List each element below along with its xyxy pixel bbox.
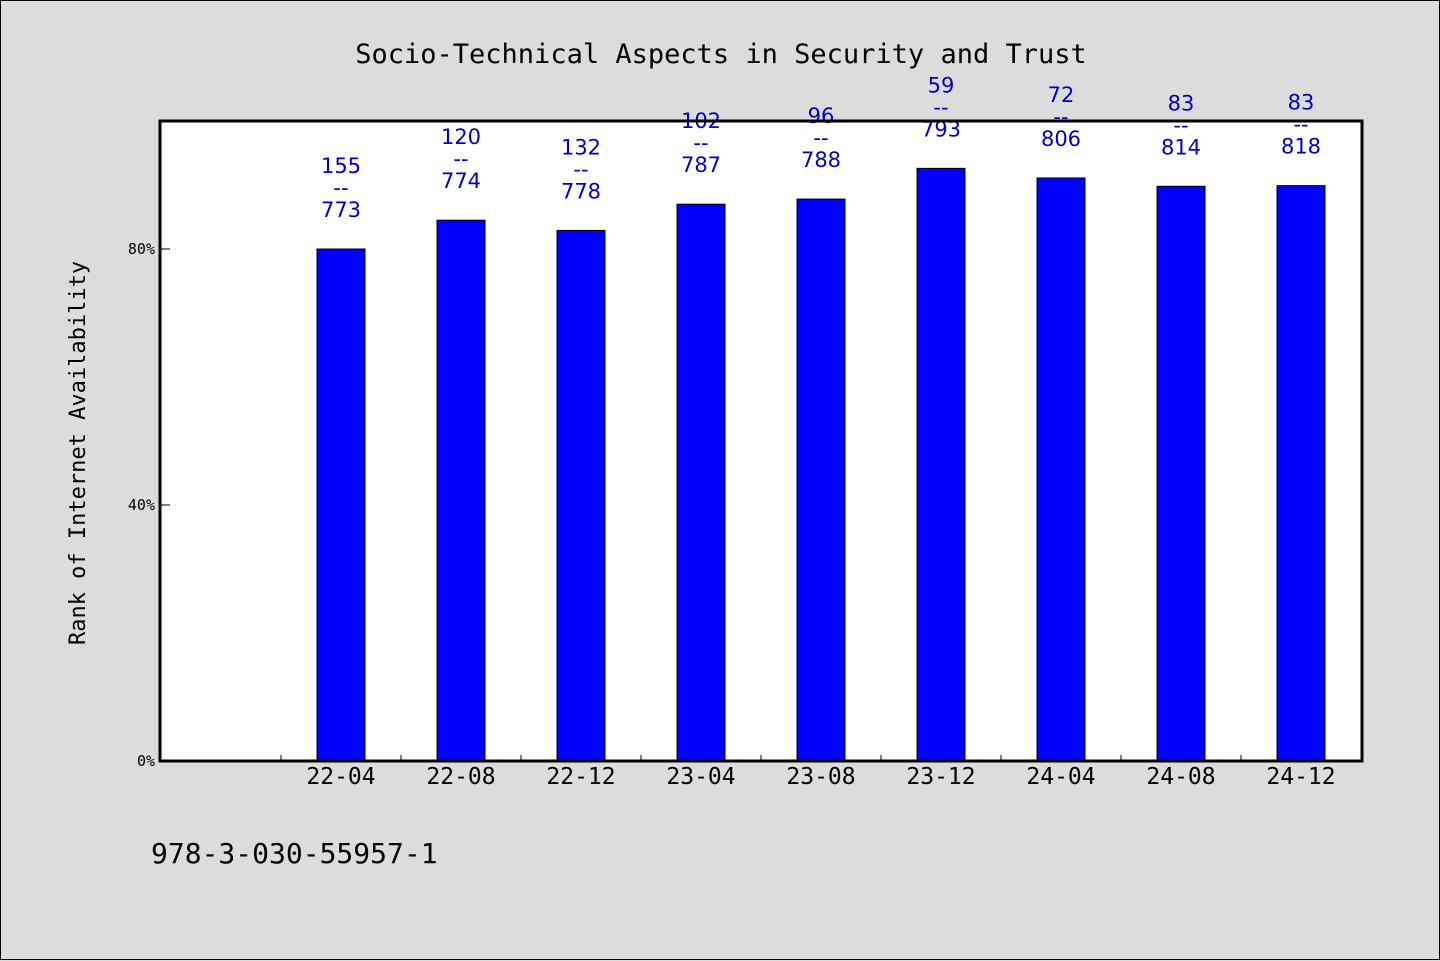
x-tick-label: 24-04 <box>1026 764 1095 790</box>
data-label-22-04: -- <box>333 176 348 200</box>
x-tick-label: 23-04 <box>666 764 735 790</box>
data-label-23-08: 96 <box>808 104 835 128</box>
x-tick-label: 23-08 <box>786 764 855 790</box>
x-tick-label: 22-12 <box>546 764 615 790</box>
data-label-24-12: 818 <box>1281 135 1321 159</box>
data-label-24-08: 83 <box>1168 91 1195 115</box>
x-tick-label: 23-12 <box>906 764 975 790</box>
data-labels-layer: 155--773120--774132--778102--78796--7885… <box>321 73 1321 222</box>
bar-22-12 <box>556 229 606 762</box>
data-label-24-12: 83 <box>1288 91 1315 115</box>
bar-22-08 <box>436 219 486 762</box>
data-label-23-12: 59 <box>928 73 955 97</box>
y-axis-label: Rank of Internet Availability <box>66 261 91 645</box>
data-label-22-12: 132 <box>561 135 601 159</box>
footer-isbn: 978-3-030-55957-1 <box>151 837 438 870</box>
data-label-24-04: 806 <box>1041 127 1081 151</box>
bar-22-04 <box>316 248 366 762</box>
data-label-24-08: 814 <box>1161 135 1201 159</box>
x-tick-label: 22-08 <box>426 764 495 790</box>
bar-24-08 <box>1156 185 1206 762</box>
data-label-23-12: -- <box>933 95 948 119</box>
bar-23-04 <box>676 203 726 762</box>
y-tick-label: 80% <box>128 240 155 258</box>
bar-24-12 <box>1276 185 1326 762</box>
data-label-23-08: 788 <box>801 148 841 172</box>
data-label-23-04: 787 <box>681 153 721 177</box>
plot-border <box>158 119 1364 763</box>
data-label-22-08: 120 <box>441 125 481 149</box>
data-label-22-08: 774 <box>441 169 481 193</box>
bar-23-12 <box>916 167 966 762</box>
bar-23-08 <box>796 198 846 762</box>
data-label-22-04: 155 <box>321 154 361 178</box>
axes-layer: 0% 40% 80% 22-04 22-08 22-12 23-04 23-08 23-12 24… <box>128 240 1362 790</box>
data-label-22-04: 773 <box>321 198 361 222</box>
x-tick-label: 22-04 <box>306 764 375 790</box>
data-label-23-04: -- <box>693 131 708 155</box>
x-tick-label: 24-08 <box>1146 764 1215 790</box>
data-label-24-08: -- <box>1173 113 1188 137</box>
data-label-22-08: -- <box>453 147 468 171</box>
data-label-24-12: -- <box>1293 113 1308 137</box>
data-label-22-12: -- <box>573 157 588 181</box>
bar-24-04 <box>1036 177 1086 762</box>
chart-title: Socio-Technical Aspects in Security and … <box>355 39 1087 70</box>
data-label-23-08: -- <box>813 126 828 150</box>
data-label-22-12: 778 <box>561 179 601 203</box>
y-tick-label: 0% <box>137 752 155 770</box>
data-label-24-04: -- <box>1053 105 1068 129</box>
x-tick-label: 24-12 <box>1266 764 1335 790</box>
bars-layer <box>316 167 1326 762</box>
y-tick-label: 40% <box>128 496 155 514</box>
data-label-24-04: 72 <box>1048 83 1075 107</box>
